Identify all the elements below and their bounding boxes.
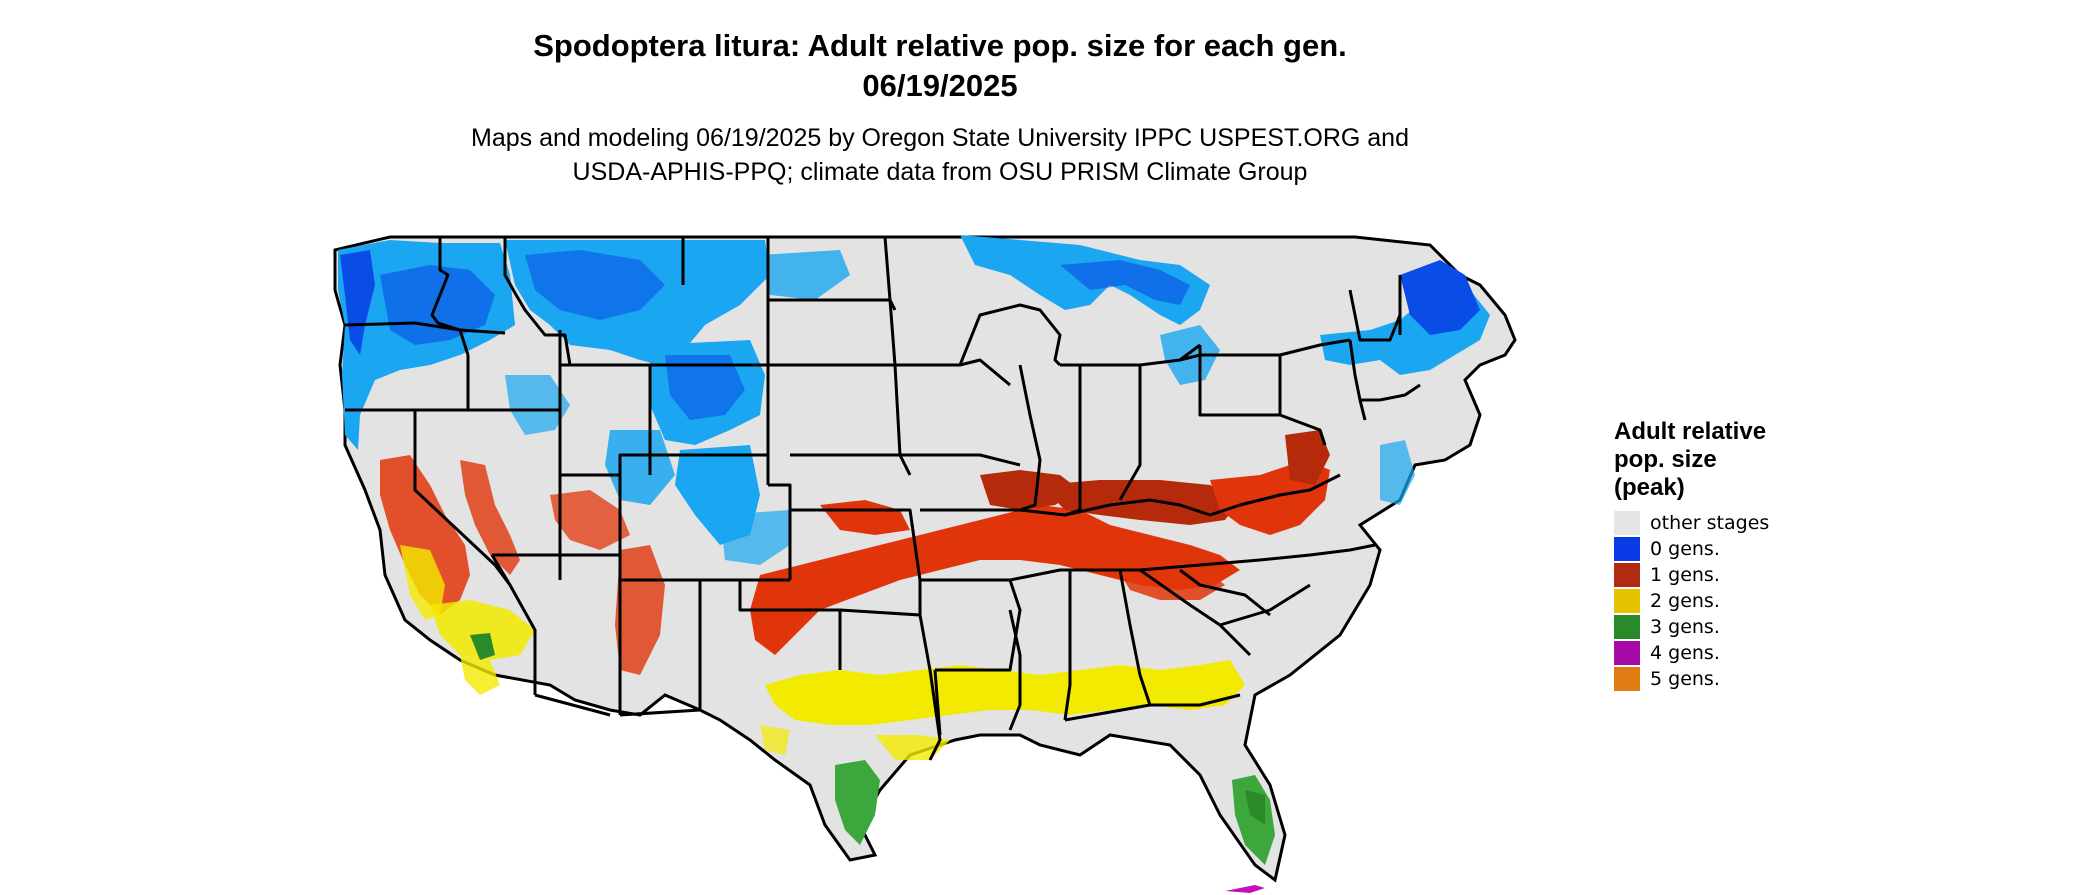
legend-item: other stages	[1614, 510, 1794, 536]
legend-swatch	[1614, 563, 1640, 587]
one-gen-zones	[380, 430, 1330, 675]
legend-swatch	[1614, 537, 1640, 561]
legend-item: 2 gens.	[1614, 588, 1794, 614]
four-gens-zones	[1225, 885, 1265, 893]
map-date: 06/19/2025	[862, 68, 1018, 103]
legend-item: 1 gens.	[1614, 562, 1794, 588]
legend-items: other stages 0 gens. 1 gens. 2 gens. 3 gens.…	[1614, 510, 1794, 692]
state-borders	[344, 236, 1421, 761]
credit-line-2: USDA-APHIS-PPQ; climate data from OSU PR…	[572, 158, 1308, 186]
legend-label: 1 gens.	[1650, 564, 1720, 586]
legend-item: 5 gens.	[1614, 666, 1794, 692]
legend-item: 0 gens.	[1614, 536, 1794, 562]
three-gens-zones	[470, 633, 1275, 865]
legend-swatch	[1614, 667, 1640, 691]
legend-label: other stages	[1650, 512, 1770, 534]
us-map	[333, 235, 1517, 893]
legend-label: 2 gens.	[1650, 590, 1720, 612]
map-title: Spodoptera litura: Adult relative pop. s…	[533, 28, 1347, 63]
legend-swatch	[1614, 589, 1640, 613]
legend-swatch	[1614, 615, 1640, 639]
two-gens-zones	[400, 545, 1245, 760]
legend-swatch	[1614, 641, 1640, 665]
legend-item: 4 gens.	[1614, 640, 1794, 666]
legend-label: 4 gens.	[1650, 642, 1720, 664]
map-legend: Adult relative pop. size (peak) other st…	[1614, 418, 1794, 692]
legend-item: 3 gens.	[1614, 614, 1794, 640]
legend-label: 5 gens.	[1650, 668, 1720, 690]
legend-label: 0 gens.	[1650, 538, 1720, 560]
credit-line-1: Maps and modeling 06/19/2025 by Oregon S…	[471, 124, 1409, 152]
legend-label: 3 gens.	[1650, 616, 1720, 638]
legend-swatch	[1614, 511, 1640, 535]
legend-title: Adult relative pop. size (peak)	[1614, 418, 1767, 501]
